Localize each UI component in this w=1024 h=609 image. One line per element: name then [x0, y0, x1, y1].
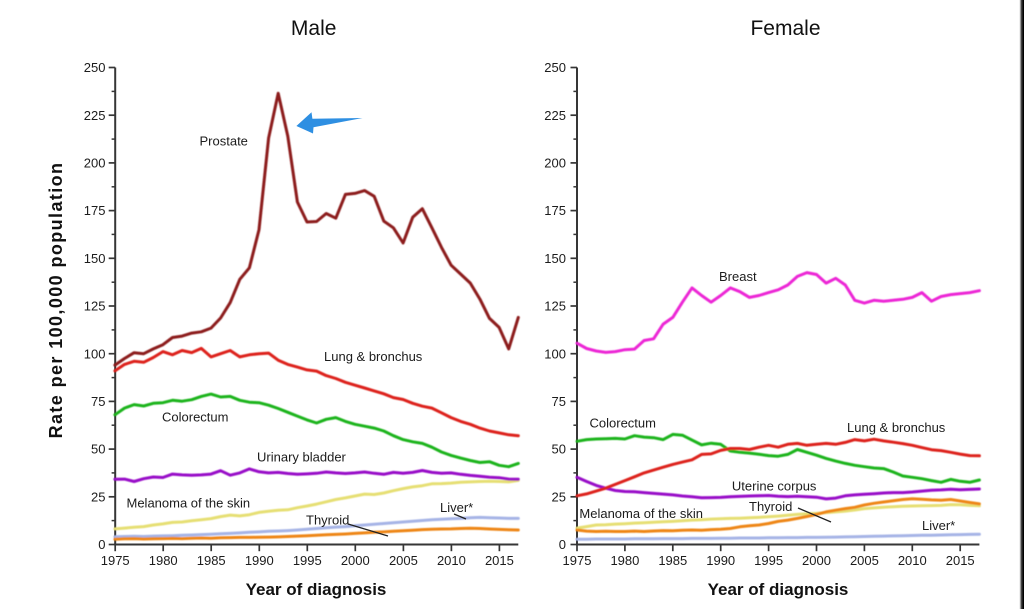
svg-text:Rate per 100,000 population: Rate per 100,000 population [46, 162, 66, 439]
svg-text:200: 200 [544, 156, 566, 171]
svg-text:Colorectum: Colorectum [162, 410, 228, 425]
svg-text:250: 250 [544, 60, 566, 75]
svg-text:2010: 2010 [898, 553, 927, 568]
svg-text:50: 50 [552, 442, 566, 457]
svg-text:Liver*: Liver* [440, 500, 473, 515]
svg-text:1990: 1990 [245, 553, 274, 568]
svg-text:225: 225 [544, 108, 566, 123]
svg-text:Melanoma of the skin: Melanoma of the skin [127, 496, 251, 511]
svg-text:Female: Female [750, 17, 820, 40]
svg-text:2005: 2005 [389, 553, 418, 568]
svg-text:Year of diagnosis: Year of diagnosis [246, 580, 387, 599]
svg-text:100: 100 [84, 346, 106, 361]
svg-text:Thyroid: Thyroid [306, 513, 349, 528]
svg-text:Colorectum: Colorectum [590, 416, 656, 431]
svg-text:2015: 2015 [946, 553, 975, 568]
svg-text:2015: 2015 [485, 553, 514, 568]
svg-text:75: 75 [91, 394, 105, 409]
svg-text:2000: 2000 [802, 553, 831, 568]
svg-text:2005: 2005 [850, 553, 879, 568]
svg-text:Urinary bladder: Urinary bladder [257, 450, 347, 465]
svg-text:2010: 2010 [437, 553, 466, 568]
svg-text:Lung & bronchus: Lung & bronchus [847, 420, 946, 435]
svg-text:Melanoma of the skin: Melanoma of the skin [579, 506, 703, 521]
svg-text:25: 25 [552, 489, 566, 504]
svg-text:Liver*: Liver* [922, 518, 955, 533]
svg-text:1990: 1990 [706, 553, 735, 568]
svg-text:1980: 1980 [610, 553, 639, 568]
svg-text:2000: 2000 [341, 553, 370, 568]
svg-text:150: 150 [84, 251, 106, 266]
svg-text:200: 200 [84, 156, 106, 171]
svg-text:125: 125 [544, 299, 566, 314]
svg-text:50: 50 [91, 442, 105, 457]
svg-text:175: 175 [84, 203, 106, 218]
svg-text:250: 250 [84, 60, 106, 75]
svg-text:Breast: Breast [719, 269, 757, 284]
svg-text:1995: 1995 [293, 553, 322, 568]
svg-text:225: 225 [84, 108, 106, 123]
svg-text:75: 75 [552, 394, 566, 409]
svg-text:1995: 1995 [754, 553, 783, 568]
svg-text:1975: 1975 [101, 553, 130, 568]
svg-text:1980: 1980 [149, 553, 178, 568]
svg-text:175: 175 [544, 203, 566, 218]
svg-text:Thyroid: Thyroid [749, 499, 792, 514]
svg-text:Prostate: Prostate [200, 134, 248, 149]
svg-text:Lung & bronchus: Lung & bronchus [324, 349, 423, 364]
svg-text:Uterine corpus: Uterine corpus [732, 479, 817, 494]
svg-text:1985: 1985 [658, 553, 687, 568]
svg-text:Male: Male [291, 17, 337, 40]
svg-text:125: 125 [84, 299, 106, 314]
svg-text:100: 100 [544, 346, 566, 361]
svg-text:150: 150 [544, 251, 566, 266]
svg-text:0: 0 [98, 537, 105, 552]
svg-text:1985: 1985 [197, 553, 226, 568]
svg-text:0: 0 [559, 537, 566, 552]
svg-text:25: 25 [91, 489, 105, 504]
svg-text:1975: 1975 [563, 553, 592, 568]
svg-text:Year of diagnosis: Year of diagnosis [708, 580, 849, 599]
